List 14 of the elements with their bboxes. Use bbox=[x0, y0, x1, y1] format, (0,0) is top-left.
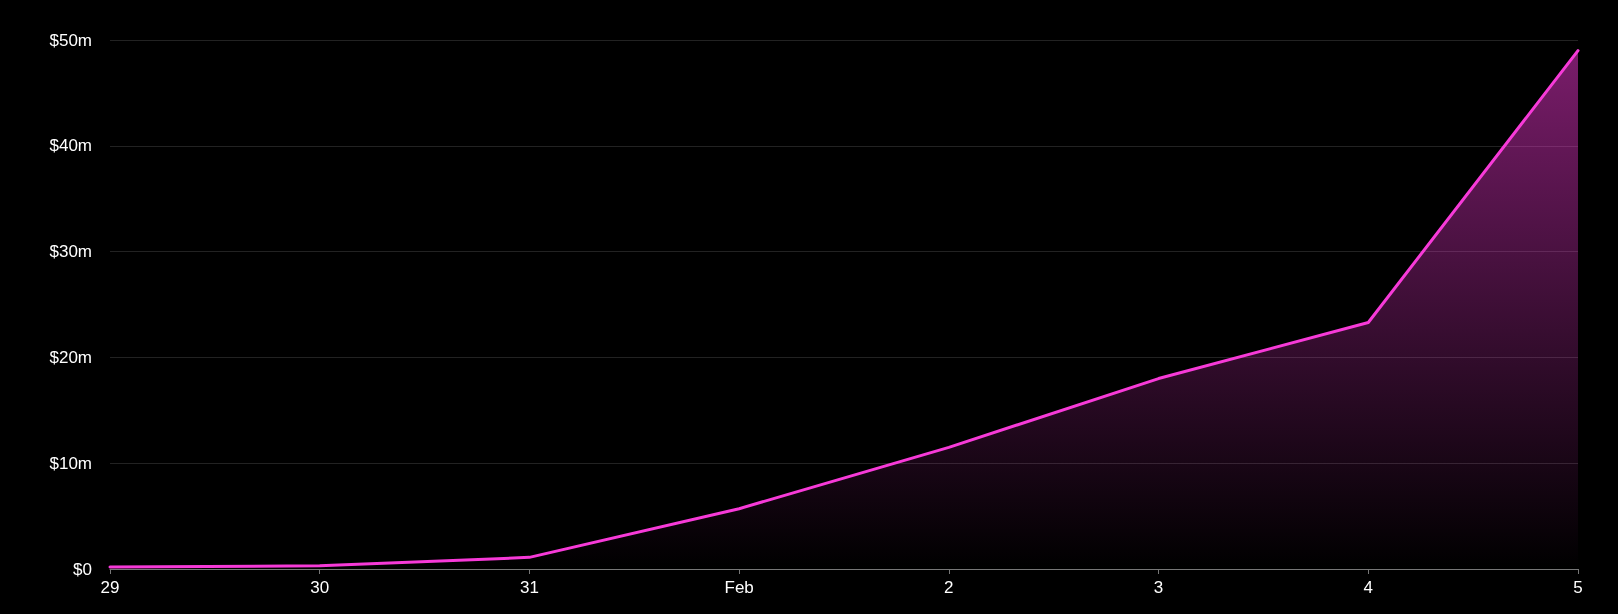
y-tick-label: $10m bbox=[49, 453, 92, 473]
x-tick-label: 5 bbox=[1573, 578, 1583, 597]
y-tick-label: $50m bbox=[49, 30, 92, 50]
y-tick-label: $40m bbox=[49, 136, 92, 156]
x-tick-label: 29 bbox=[100, 578, 120, 597]
x-tick-label: 2 bbox=[944, 578, 954, 597]
y-tick-label: $0 bbox=[73, 559, 92, 579]
x-tick-label: 4 bbox=[1363, 578, 1374, 597]
x-tick-label: 31 bbox=[519, 578, 539, 597]
x-tick-label: 3 bbox=[1153, 578, 1164, 597]
y-tick-label: $20m bbox=[49, 347, 92, 367]
x-tick-label: 30 bbox=[310, 578, 330, 597]
y-tick-label: $30m bbox=[49, 242, 92, 262]
x-tick-label: Feb bbox=[724, 578, 754, 597]
